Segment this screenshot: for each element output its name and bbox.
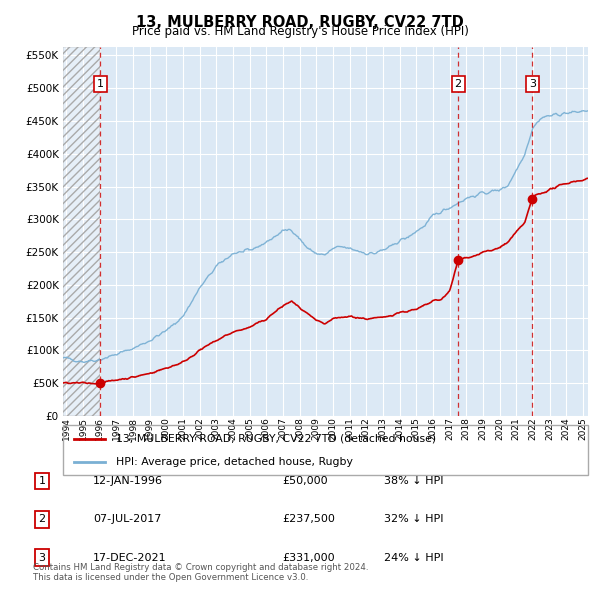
Text: 1: 1 (97, 79, 104, 89)
Text: 12-JAN-1996: 12-JAN-1996 (93, 476, 163, 486)
Text: 17-DEC-2021: 17-DEC-2021 (93, 553, 167, 562)
Text: 3: 3 (38, 553, 46, 562)
Text: Contains HM Land Registry data © Crown copyright and database right 2024.
This d: Contains HM Land Registry data © Crown c… (33, 563, 368, 582)
Text: 32% ↓ HPI: 32% ↓ HPI (384, 514, 443, 524)
Text: £237,500: £237,500 (282, 514, 335, 524)
Bar (63, 47, 100, 416)
Text: Price paid vs. HM Land Registry's House Price Index (HPI): Price paid vs. HM Land Registry's House … (131, 25, 469, 38)
Text: 38% ↓ HPI: 38% ↓ HPI (384, 476, 443, 486)
Text: £331,000: £331,000 (282, 553, 335, 562)
Bar (63, 47, 100, 416)
Text: 3: 3 (529, 79, 536, 89)
Text: 1: 1 (38, 476, 46, 486)
Text: 2: 2 (455, 79, 462, 89)
Text: £50,000: £50,000 (282, 476, 328, 486)
Text: 07-JUL-2017: 07-JUL-2017 (93, 514, 161, 524)
Text: 13, MULBERRY ROAD, RUGBY, CV22 7TD: 13, MULBERRY ROAD, RUGBY, CV22 7TD (136, 15, 464, 30)
Text: HPI: Average price, detached house, Rugby: HPI: Average price, detached house, Rugb… (115, 457, 352, 467)
Text: 24% ↓ HPI: 24% ↓ HPI (384, 553, 443, 562)
Text: 13, MULBERRY ROAD, RUGBY, CV22 7TD (detached house): 13, MULBERRY ROAD, RUGBY, CV22 7TD (deta… (115, 434, 436, 444)
Text: 2: 2 (38, 514, 46, 524)
